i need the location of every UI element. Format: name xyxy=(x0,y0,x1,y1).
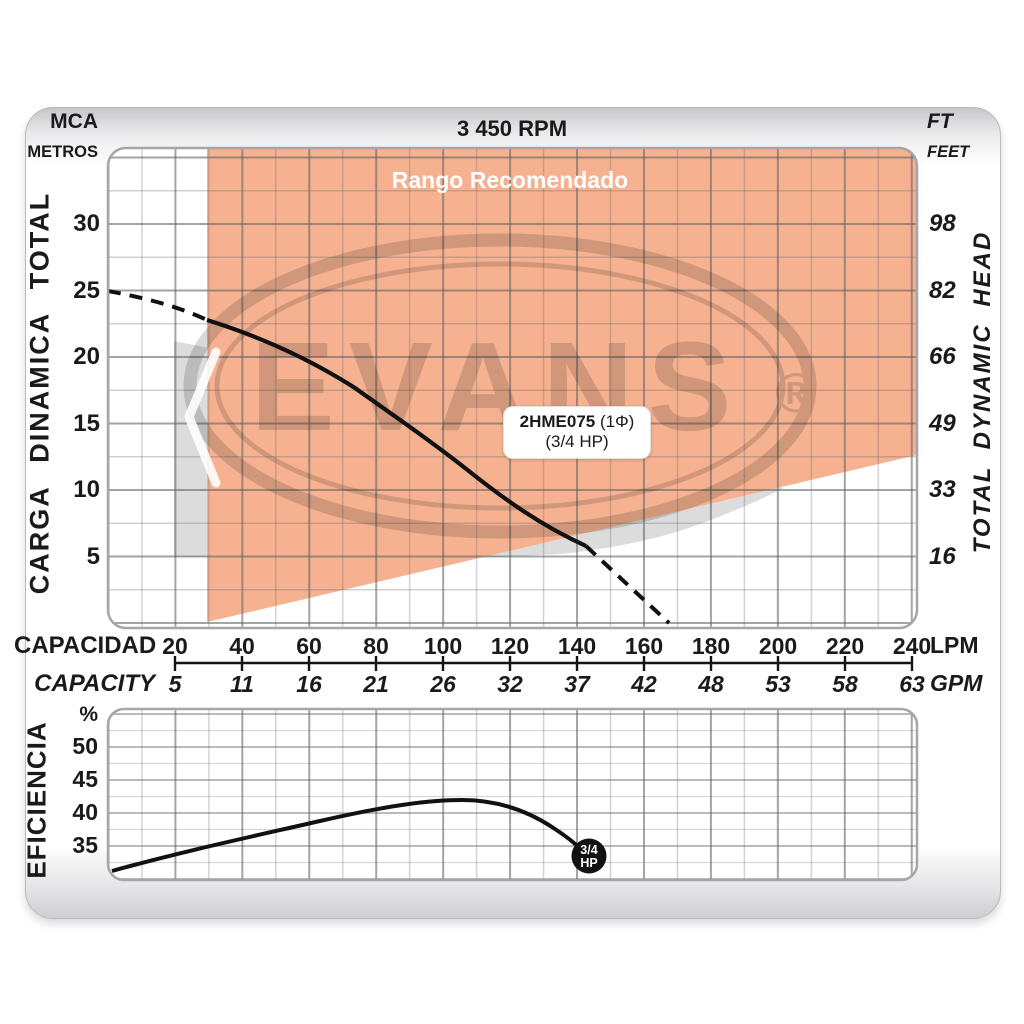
efficiency-plot-area: 3/4 HP xyxy=(108,709,917,880)
x-axis-label-capacidad: CAPACIDAD xyxy=(14,632,157,659)
hp-marker-label-bottom: HP xyxy=(580,856,597,870)
pump-model-line1: 2HME075 (1Φ) xyxy=(504,412,650,432)
y-tick-m-20: 20 xyxy=(73,343,100,370)
y-axis-label-left: CARGA DINAMICA TOTAL xyxy=(24,191,55,595)
y-tick-ft-33: 33 xyxy=(929,476,956,503)
x-tick-lpm-40: 40 xyxy=(229,633,255,659)
x-tick-lpm-220: 220 xyxy=(825,633,865,659)
efficiency-plot-border xyxy=(106,707,919,882)
x-tick-lpm-100: 100 xyxy=(423,633,463,659)
left-unit-subtitle: METROS xyxy=(27,143,98,161)
x-tick-gpm-48: 48 xyxy=(698,671,724,697)
x-tick-lpm-160: 160 xyxy=(624,633,664,659)
y-tick-ft-49: 49 xyxy=(929,410,956,437)
y-tick-ft-82: 82 xyxy=(929,277,956,304)
x-tick-gpm-16: 16 xyxy=(296,671,322,697)
x-tick-gpm-32: 32 xyxy=(497,671,523,697)
recommended-range-label: Rango Recomendado xyxy=(391,167,629,193)
x-axis-unit-gpm: GPM xyxy=(930,670,983,696)
eff-tick-45: 45 xyxy=(72,766,98,792)
x-axis-label-capacity: CAPACITY xyxy=(34,670,155,697)
right-unit-subtitle: FEET xyxy=(927,143,970,161)
x-axis-unit-lpm: LPM xyxy=(930,632,979,658)
y-tick-m-10: 10 xyxy=(73,476,100,503)
pump-model-phase: (1Φ) xyxy=(600,412,635,431)
x-tick-lpm-200: 200 xyxy=(758,633,798,659)
x-tick-gpm-53: 53 xyxy=(765,671,791,697)
x-tick-gpm-11: 11 xyxy=(230,671,254,697)
hp-marker-label-top: 3/4 xyxy=(580,843,597,857)
x-tick-gpm-5: 5 xyxy=(168,671,182,697)
x-tick-lpm-120: 120 xyxy=(490,633,530,659)
evans-watermark: EVANS ® xyxy=(183,233,817,539)
watermark-text: EVANS xyxy=(251,316,746,457)
efficiency-unit: % xyxy=(79,703,98,726)
pump-model-number: 2HME075 xyxy=(519,412,596,431)
x-tick-lpm-180: 180 xyxy=(691,633,731,659)
x-axis-line xyxy=(173,656,914,671)
x-tick-lpm-140: 140 xyxy=(557,633,597,659)
y-tick-m-25: 25 xyxy=(73,277,100,304)
x-tick-lpm-20: 20 xyxy=(162,633,188,659)
y-tick-ft-66: 66 xyxy=(929,343,956,370)
watermark-chevron-icon xyxy=(184,347,221,488)
watermark-registered-icon: ® xyxy=(775,361,816,424)
efficiency-grid xyxy=(108,709,917,880)
x-tick-gpm-58: 58 xyxy=(832,671,858,697)
left-unit-title: MCA xyxy=(50,110,98,133)
x-tick-gpm-21: 21 xyxy=(363,671,389,697)
eff-tick-35: 35 xyxy=(72,832,98,858)
x-tick-lpm-60: 60 xyxy=(296,633,322,659)
y-tick-m-5: 5 xyxy=(86,543,100,570)
right-unit-title: FT xyxy=(927,110,953,133)
head-curve-solid xyxy=(206,317,587,548)
x-tick-gpm-37: 37 xyxy=(564,671,590,697)
efficiency-curve xyxy=(111,797,586,873)
y-tick-ft-16: 16 xyxy=(929,543,956,570)
x-tick-gpm-26: 26 xyxy=(430,671,456,697)
watermark-outer-ring xyxy=(183,233,817,539)
y-tick-m-30: 30 xyxy=(73,210,100,237)
main-plot-border xyxy=(106,146,919,630)
y-tick-ft-98: 98 xyxy=(929,210,956,237)
x-tick-lpm-240: 240 xyxy=(892,633,932,659)
head-curve-dashed-right xyxy=(584,544,671,625)
x-tick-lpm-80: 80 xyxy=(363,633,389,659)
pump-model-callout: 2HME075 (1Φ) (3/4 HP) xyxy=(503,406,651,459)
y-tick-m-15: 15 xyxy=(73,410,100,437)
hp-marker xyxy=(571,838,607,874)
eff-tick-40: 40 xyxy=(72,799,98,825)
x-tick-gpm-63: 63 xyxy=(899,671,925,697)
main-plot-area: EVANS ® xyxy=(108,148,917,628)
pump-model-hp: (3/4 HP) xyxy=(545,432,609,451)
x-tick-gpm-42: 42 xyxy=(631,671,657,697)
head-curve-dashed-left xyxy=(108,289,208,322)
watermark-inner-ring xyxy=(214,261,786,511)
eff-tick-50: 50 xyxy=(72,733,98,759)
chart-title-rpm: 3 450 RPM xyxy=(456,116,568,141)
